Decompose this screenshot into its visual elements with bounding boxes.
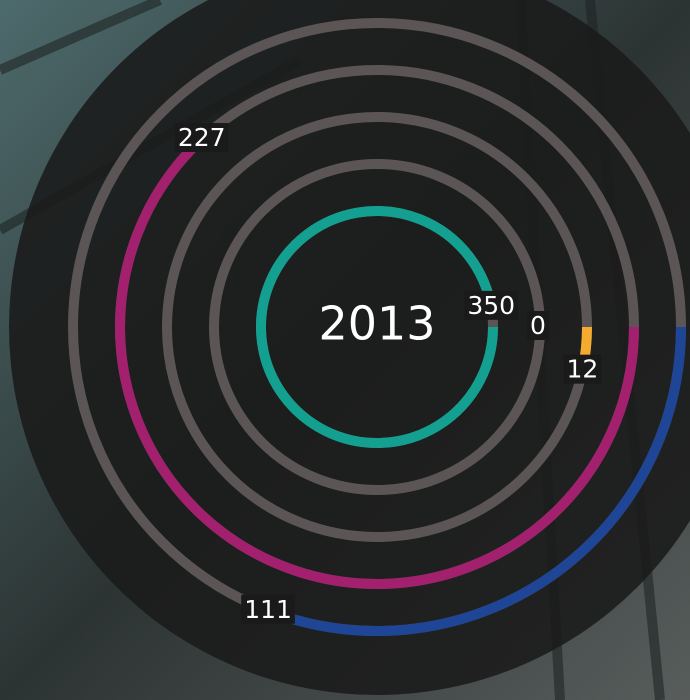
ring-arc <box>256 206 498 448</box>
ring-arc <box>266 326 686 636</box>
center-year: 2013 <box>318 297 435 351</box>
rings: 350 0 12 227 111 <box>68 18 686 636</box>
value-label: 111 <box>244 595 292 624</box>
value-label: 227 <box>178 123 226 152</box>
ring-arc <box>115 135 639 589</box>
value-label: 0 <box>530 311 546 340</box>
label-backdrop <box>174 123 229 153</box>
value-label: 12 <box>567 355 599 384</box>
value-label: 350 <box>467 291 515 320</box>
label-backdrop <box>563 354 602 384</box>
label-backdrop <box>241 594 295 624</box>
label-backdrop <box>527 311 549 340</box>
label-backdrop <box>464 290 519 320</box>
